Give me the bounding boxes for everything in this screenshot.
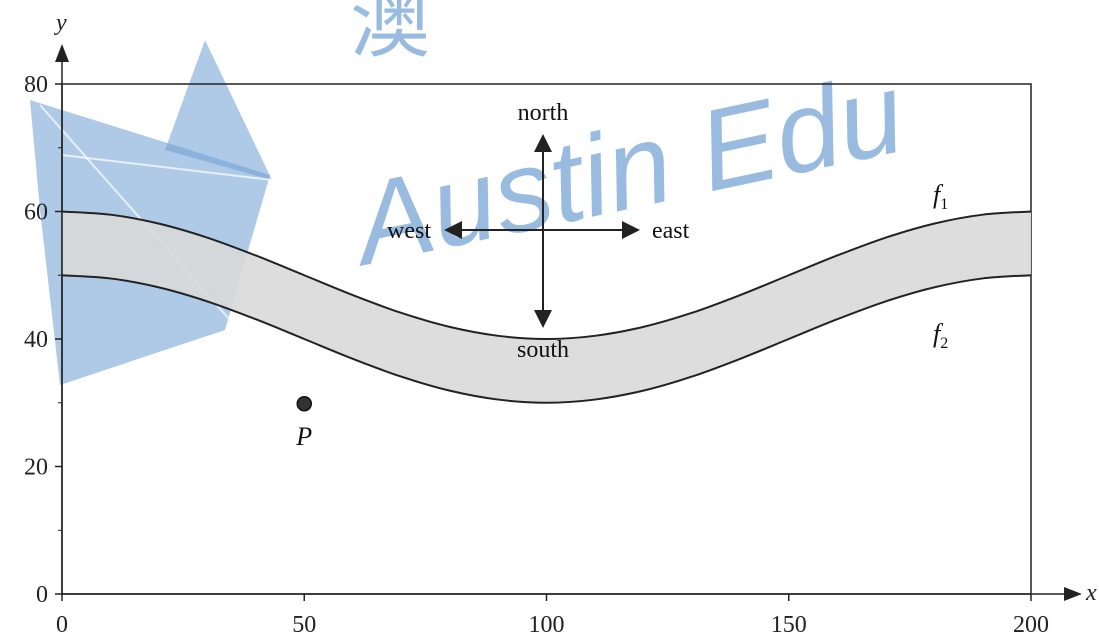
- x-axis-title: x: [1085, 580, 1097, 606]
- y-axis: [55, 44, 69, 594]
- svg-text:澳: 澳: [350, 0, 430, 67]
- y-tick-label: 40: [24, 327, 48, 353]
- x-axis-arrow-icon: [1064, 587, 1082, 601]
- x-tick-label: 100: [529, 612, 565, 638]
- series-line-f1: [61, 210, 1032, 341]
- curve-layer: [61, 210, 1032, 404]
- point-label-P: P: [295, 422, 312, 451]
- y-axis-arrow-icon: [55, 44, 69, 62]
- svg-text:Austin Edu: Austin Edu: [338, 49, 915, 291]
- east-arrow-icon: [622, 221, 640, 239]
- band-layer: [62, 211, 1031, 403]
- x-tick-label: 200: [1013, 612, 1049, 638]
- y-tick-label: 0: [36, 582, 48, 608]
- y-tick-label: 20: [24, 455, 48, 481]
- band-region: [62, 211, 1031, 403]
- point-layer: P: [295, 396, 312, 451]
- compass-west-label: west: [387, 218, 431, 244]
- curve-label-f1: f1: [933, 180, 948, 213]
- x-tick-label: 0: [56, 612, 68, 638]
- west-arrow-icon: [444, 221, 462, 239]
- x-tick-label: 150: [771, 612, 807, 638]
- y-tick-label: 60: [24, 200, 48, 226]
- curve-label-f2: f2: [933, 319, 948, 352]
- point-P: [296, 396, 312, 412]
- compass-east-label: east: [652, 218, 690, 244]
- tick-layer: 0 50 100 150 200 0 20 40 60 80: [24, 72, 1049, 638]
- compass-south-label: south: [517, 337, 569, 363]
- compass: north south west east: [387, 100, 690, 363]
- y-axis-title: y: [54, 10, 67, 36]
- y-tick-label: 80: [24, 72, 48, 98]
- north-arrow-icon: [534, 134, 552, 152]
- south-arrow-icon: [534, 310, 552, 328]
- series-line-f2: [61, 274, 1032, 404]
- compass-north-label: north: [518, 100, 569, 126]
- x-axis: [62, 587, 1082, 601]
- x-tick-label: 50: [292, 612, 316, 638]
